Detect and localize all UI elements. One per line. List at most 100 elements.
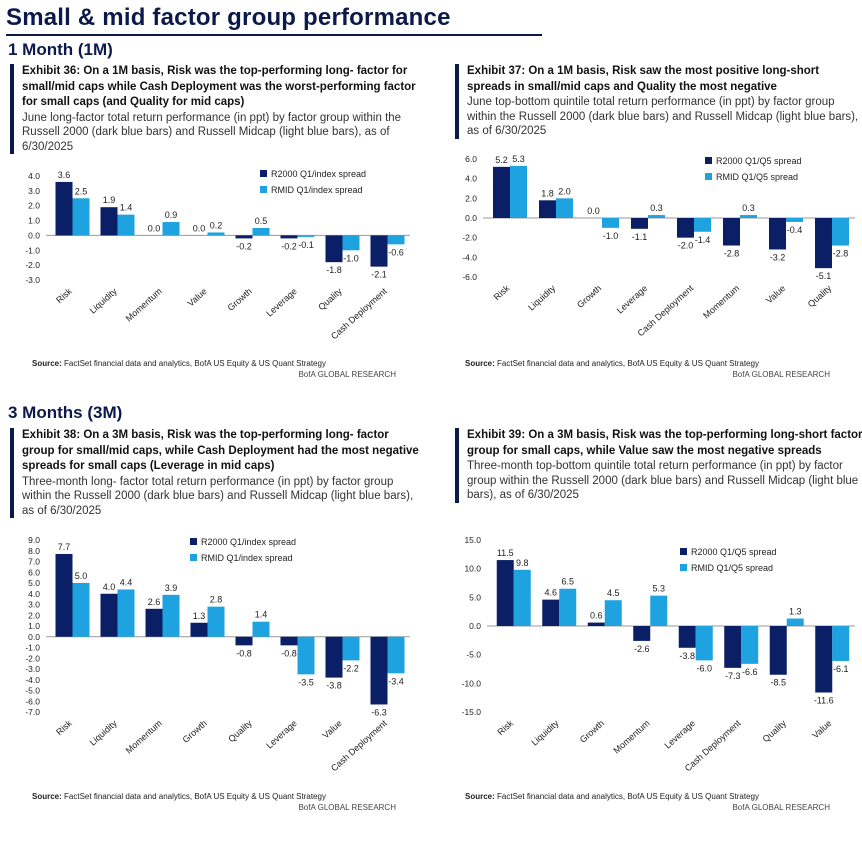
y-tick-label: -2.0 [462,233,477,243]
value-label: 3.6 [58,170,71,180]
bar-leverage-r2000 [280,235,298,239]
category-label-risk: Risk [54,286,74,305]
bar-value-rmid [207,232,225,236]
legend-label: RMID Q1/index spread [271,185,363,195]
legend-label: RMID Q1/Q5 spread [716,172,798,182]
value-label: 3.9 [165,583,178,593]
value-label: 1.4 [255,610,268,620]
bar-momentum-r2000 [633,626,651,641]
value-label: 5.2 [495,155,508,165]
value-label: 2.8 [210,595,223,605]
title-rule [6,34,542,36]
category-label-value: Value [764,283,787,305]
bar-liquidity-rmid [559,588,577,626]
value-label: -0.1 [298,240,314,250]
bar-momentum-rmid [162,594,180,637]
value-label: 1.4 [120,203,133,213]
value-label: -6.3 [371,707,387,717]
source-note: Source: FactSet financial data and analy… [465,792,759,801]
value-label: -8.5 [770,678,786,688]
source-text: FactSet financial data and analytics, Bo… [497,792,759,801]
value-label: 0.0 [148,223,161,233]
exhibit-title: Exhibit 39: On a 3M basis, Risk was the … [467,429,862,457]
bar-liquidity-rmid [556,198,573,218]
legend-swatch [260,170,267,177]
category-label-momentum: Momentum [124,718,164,756]
y-tick-label: 2.0 [28,610,40,620]
y-tick-label: 4.0 [465,174,477,184]
y-tick-label: 9.0 [28,535,40,545]
y-tick-label: 6.0 [465,154,477,164]
y-tick-label: -1.0 [25,643,40,653]
value-label: -3.2 [770,252,786,262]
bar-leverage-r2000 [631,218,648,229]
legend-swatch [680,548,687,555]
source-note: Source: FactSet financial data and analy… [465,359,759,368]
y-tick-label: -4.0 [462,252,477,262]
category-label-risk: Risk [495,718,515,737]
value-label: -0.8 [236,648,252,658]
value-label: -0.2 [236,241,252,251]
y-tick-label: 15.0 [464,535,481,545]
bar-risk-r2000 [493,166,510,218]
category-label-liquidity: Liquidity [88,286,120,316]
legend-swatch [705,173,712,180]
category-label-leverage: Leverage [663,718,698,751]
y-tick-label: 10.0 [464,564,481,574]
bar-momentum-r2000 [723,218,740,246]
category-label-leverage: Leverage [264,286,299,319]
category-label-growth: Growth [575,283,603,310]
y-tick-label: -7.0 [25,707,40,717]
y-tick-label: 0.0 [465,213,477,223]
bar-leverage-rmid [297,235,315,237]
category-label-growth: Growth [578,718,606,745]
section-title-1m: 1 Month (1M) [8,40,113,59]
bar-risk-r2000 [55,553,73,637]
category-label-risk: Risk [54,718,74,737]
value-label: 1.3 [789,607,802,617]
exhibit-37-chart: 6.0 4.0 2.0 0.0 -2.0 -4.0 -6.0 5.2 5.3 Risk 1.8 2.0… [462,154,855,338]
category-label-growth: Growth [226,286,254,313]
bar-liquidity-r2000 [542,599,560,626]
y-tick-label: 2.0 [28,201,40,211]
value-label: 5.3 [512,154,525,164]
bar-risk-rmid [513,569,531,626]
bar-leverage-r2000 [678,626,696,648]
bar-growth-rmid [252,228,270,236]
bar-liquidity-r2000 [539,200,556,218]
value-label: 4.4 [120,577,133,587]
legend-swatch [705,157,712,164]
bar-growth-r2000 [587,622,605,626]
bar-value-r2000 [325,636,343,678]
bar-risk-r2000 [496,560,514,626]
value-label: 0.0 [587,206,600,216]
value-label: -6.6 [742,667,758,677]
exhibit-header: Exhibit 39: On a 3M basis, Risk was the … [455,428,862,503]
category-label-value: Value [321,718,344,740]
value-label: -5.1 [816,271,832,281]
bar-cash-deployment-r2000 [370,636,388,705]
y-tick-label: -15.0 [462,707,482,717]
value-label: 5.3 [652,584,665,594]
page-title: Small & mid factor group performance [6,4,451,31]
category-label-quality: Quality [806,283,834,310]
value-label: -1.4 [695,235,711,245]
bar-risk-rmid [72,583,90,637]
exhibit-39-chart: 15.0 10.0 5.0 0.0 -5.0 -10.0 -15.0 11.59.8 Risk 4… [462,535,855,773]
source-text: FactSet financial data and analytics, Bo… [497,359,759,368]
exhibit-title: Exhibit 37: On a 1M basis, Risk saw the … [467,65,820,93]
value-label: -3.8 [679,651,695,661]
y-tick-label: 1.0 [28,216,40,226]
category-label-liquidity: Liquidity [526,283,558,313]
bar-risk-rmid [72,198,90,236]
brand-label: BofA GLOBAL RESEARCH [298,370,396,379]
bar-leverage-rmid [695,626,713,661]
bar-quality-r2000 [325,235,343,263]
bar-growth-r2000 [235,235,253,239]
category-label-quality: Quality [761,718,789,745]
bar-quality-rmid [252,621,270,637]
category-label-momentum: Momentum [701,283,741,321]
bar-quality-rmid [786,618,804,626]
y-tick-label: -2.0 [25,653,40,663]
value-label: -2.0 [678,241,694,251]
